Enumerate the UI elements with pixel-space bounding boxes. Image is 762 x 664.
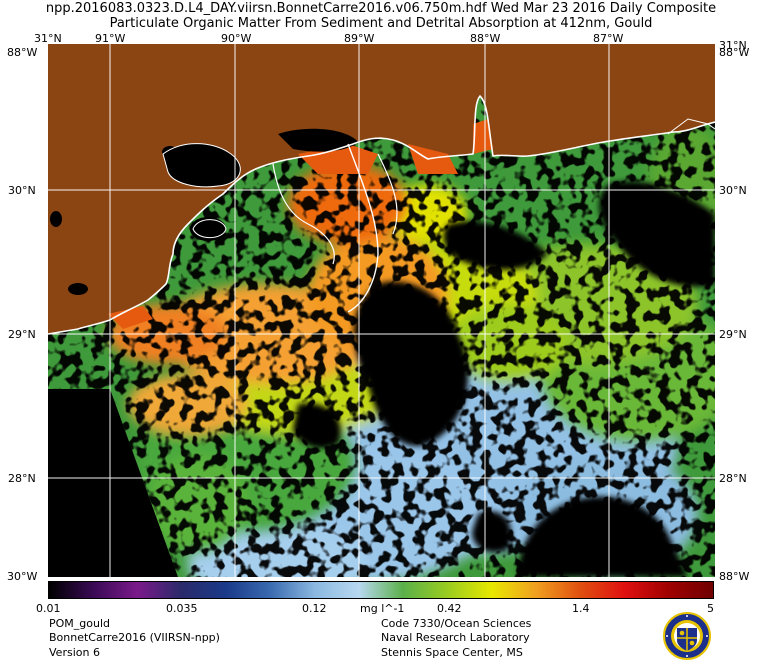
left-label-bottom: 30°W — [7, 570, 38, 583]
right-label-28n: 28°N — [719, 472, 747, 485]
nrl-seal-icon — [663, 612, 711, 660]
left-label-29n: 29°N — [8, 328, 36, 341]
colorbar-tick-3: 0.42 — [437, 602, 462, 615]
colorbar-units: mg l^-1 — [360, 602, 405, 615]
colorbar-tick-5: 5 — [707, 602, 714, 615]
land-mass — [48, 44, 715, 334]
colorbar-tick-2: 0.12 — [302, 602, 327, 615]
top-label-90w: 90°W — [221, 32, 252, 45]
top-label-87w: 87°W — [593, 32, 624, 45]
top-label-left-corner: 31°N — [34, 32, 62, 45]
org-location: Stennis Space Center, MS — [381, 646, 523, 659]
right-label-top: 88°W — [719, 46, 750, 59]
top-label-89w: 89°W — [344, 32, 375, 45]
colorbar — [48, 581, 714, 599]
map-subtitle: Particulate Organic Matter From Sediment… — [109, 16, 653, 31]
region-sensor: BonnetCarre2016 (VIIRSN-npp) — [49, 631, 220, 644]
map-title: npp.2016083.0323.D.L4_DAY.viirsn.BonnetC… — [45, 1, 717, 16]
lakes — [50, 128, 358, 295]
left-label-28n: 28°N — [8, 472, 36, 485]
colorbar-tick-4: 1.4 — [572, 602, 590, 615]
org-code: Code 7330/Ocean Sciences — [381, 617, 532, 630]
colorbar-tick-1: 0.035 — [166, 602, 198, 615]
right-label-30n: 30°N — [719, 184, 747, 197]
product-name: POM_gould — [49, 617, 111, 630]
top-label-91w: 91°W — [95, 32, 126, 45]
left-label-top: 88°W — [7, 46, 38, 59]
satellite-map[interactable] — [48, 44, 715, 577]
right-label-29n: 29°N — [719, 328, 747, 341]
top-label-88w: 88°W — [470, 32, 501, 45]
colorbar-tick-0: 0.01 — [36, 602, 61, 615]
left-label-30n: 30°N — [8, 184, 36, 197]
version-label: Version 6 — [49, 646, 100, 659]
coastline — [48, 95, 715, 335]
graticule — [48, 44, 715, 577]
top-label-right-corner: 31°N — [719, 39, 747, 52]
right-label-bottom: 88°W — [719, 570, 750, 583]
org-name: Naval Research Laboratory — [381, 631, 530, 644]
